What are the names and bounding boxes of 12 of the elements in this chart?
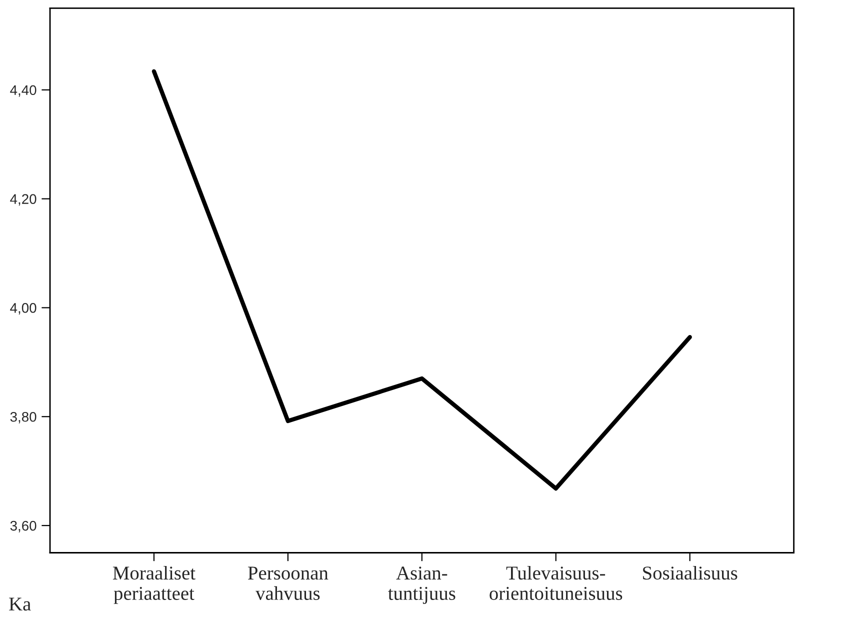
y-tick-label: 4,00 [10,303,36,315]
x-tick-label: Sosiaalisuus [643,566,738,580]
line-series [152,69,692,491]
x-tick-label: Asian- tuntijuus [388,566,456,604]
y-tick-label: 4,40 [10,85,36,97]
x-tick-label: Persoonan vahvuus [248,566,328,600]
y-tick-label: 4,20 [10,194,36,206]
text: Ka [9,598,31,611]
y-tick-label: 3,60 [10,520,36,532]
x-tick-label: Moraaliset periaatteet [112,566,196,604]
x-tick-label: Tulevaisuus- orientoituneisuus [490,566,622,600]
y-tick-label: 3,80 [10,412,36,424]
